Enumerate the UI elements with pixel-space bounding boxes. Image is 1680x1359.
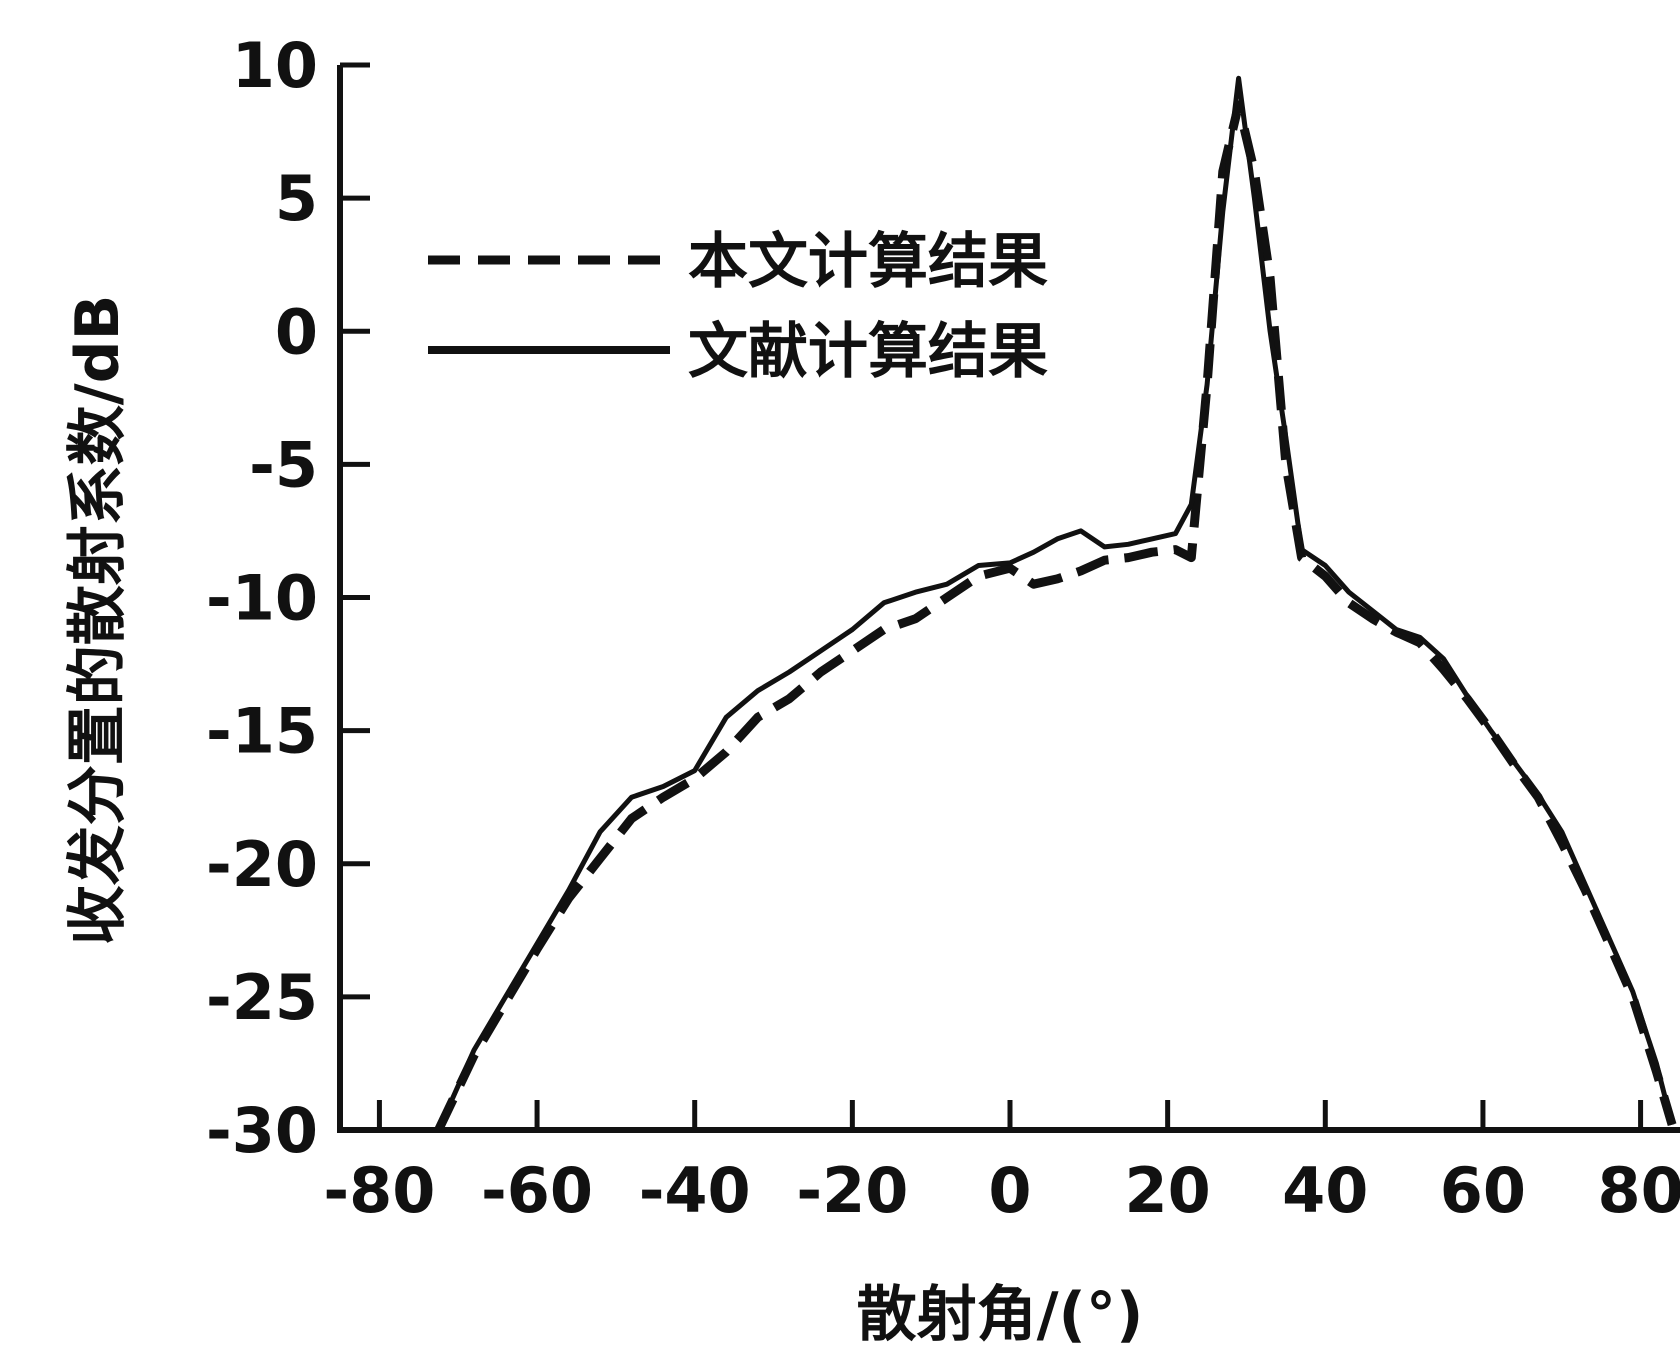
chart-series <box>434 75 1677 1132</box>
x-tick-label: -40 <box>639 1154 751 1227</box>
y-tick-label: 10 <box>232 29 318 102</box>
y-tick-label: -5 <box>249 428 318 501</box>
y-tick-label: 0 <box>275 295 318 368</box>
y-tick-label: -15 <box>206 695 318 768</box>
x-tick-label: 80 <box>1597 1154 1680 1227</box>
x-tick-label: 40 <box>1282 1154 1368 1227</box>
legend-label-this-paper: 本文计算结果 <box>688 227 1048 297</box>
x-tick-label: 20 <box>1125 1154 1211 1227</box>
x-tick-label: -60 <box>481 1154 593 1227</box>
x-tick-label: 60 <box>1440 1154 1526 1227</box>
x-tick-label: -20 <box>796 1154 908 1227</box>
chart-axes <box>337 65 1680 1133</box>
y-tick-label: -20 <box>206 828 318 901</box>
y-tick-label: -25 <box>206 961 318 1034</box>
x-tick-label: -80 <box>323 1154 435 1227</box>
y-tick-label: 5 <box>275 162 318 235</box>
y-tick-label: -30 <box>206 1094 318 1167</box>
legend-label-literature: 文献计算结果 <box>688 317 1048 387</box>
chart-legend: 本文计算结果 文献计算结果 <box>428 227 1048 387</box>
x-axis-title: 散射角/(°) <box>857 1280 1144 1350</box>
x-tick-label: 0 <box>988 1154 1031 1227</box>
chart-ticks: 10 5 0 -5 -10 -15 -20 -25 -30-80 -60 -40 -20 0 20 40 60… <box>206 29 1680 1227</box>
y-tick-label: -10 <box>206 562 318 635</box>
y-axis-title: 收发分置的散射系数/dB <box>63 295 133 946</box>
series-line-literature <box>436 75 1675 1132</box>
series-line-this-paper <box>434 100 1677 1132</box>
